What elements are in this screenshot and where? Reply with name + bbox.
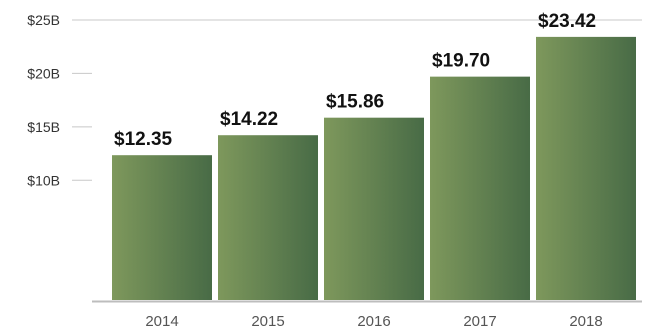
x-tick-label: 2015 [251,313,284,330]
bar-2014 [112,155,212,300]
data-label-2016: $15.86 [326,92,384,113]
x-tick-label: 2018 [569,313,602,330]
data-labels: $12.35 $14.22 $15.86 $19.70 $23.42 [114,11,596,150]
data-label-2015: $14.22 [220,109,278,130]
x-tick-label: 2016 [357,313,390,330]
y-tick-label: $25B [27,12,60,28]
bar-2015 [218,135,318,300]
data-label-2017: $19.70 [432,51,490,72]
bar-2017 [430,76,530,300]
x-tick-label: 2017 [463,313,496,330]
x-axis: 2014 2015 2016 2017 2018 [92,300,642,330]
data-label-2014: $12.35 [114,129,173,150]
y-tick-label: $10B [27,172,60,188]
bars [112,36,636,301]
x-tick-label: 2014 [145,313,178,330]
y-tick-label: $15B [27,119,60,135]
bar-2016 [324,117,424,301]
bar-2018 [536,36,636,300]
y-axis: $10B $15B $20B $25B [27,12,642,188]
data-label-2018: $23.42 [538,11,596,32]
y-tick-label: $20B [27,65,60,81]
